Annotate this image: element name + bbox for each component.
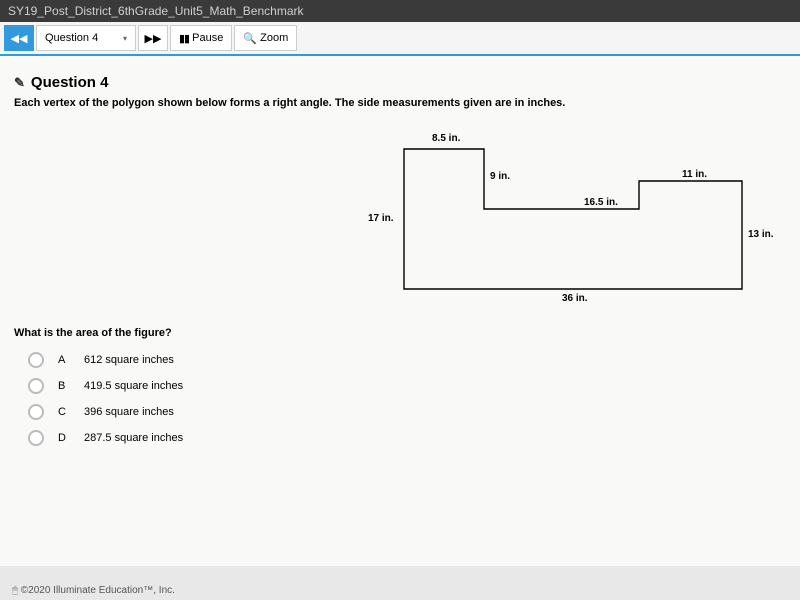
label-left: 17 in. <box>368 213 394 224</box>
pause-button[interactable]: ▮▮ Pause <box>170 25 232 51</box>
label-top: 8.5 in. <box>432 133 460 144</box>
question-title: Question 4 <box>31 74 109 91</box>
polygon-figure: 8.5 in. 17 in. 9 in. 16.5 in. 11 in. 13 … <box>394 139 754 304</box>
next-button[interactable]: ▶▶ <box>138 25 168 51</box>
radio-b[interactable] <box>28 378 44 394</box>
choice-text-c: 396 square inches <box>84 406 174 418</box>
label-notch-right: 9 in. <box>490 171 510 182</box>
polygon-svg <box>394 139 754 299</box>
question-sub-prompt: What is the area of the figure? <box>14 327 786 339</box>
radio-c[interactable] <box>28 404 44 420</box>
window-title-bar: SY19_Post_District_6thGrade_Unit5_Math_B… <box>0 0 800 22</box>
choice-text-b: 419.5 square inches <box>84 380 183 392</box>
footer-text: ©2020 Illuminate Education™, Inc. <box>21 585 175 596</box>
choice-letter-c: C <box>58 406 70 418</box>
label-bottom: 36 in. <box>562 293 588 304</box>
pencil-icon: ✎ <box>14 75 25 91</box>
question-title-row: ✎ Question 4 <box>14 74 786 91</box>
choice-c[interactable]: C 396 square inches <box>14 399 786 425</box>
zoom-label: Zoom <box>260 32 288 44</box>
pause-icon: ▮▮ <box>179 32 189 45</box>
zoom-button[interactable]: 🔍 Zoom <box>234 25 297 51</box>
choice-letter-a: A <box>58 354 70 366</box>
choice-a[interactable]: A 612 square inches <box>14 347 786 373</box>
radio-d[interactable] <box>28 430 44 446</box>
question-content: ✎ Question 4 Each vertex of the polygon … <box>0 56 800 566</box>
toolbar: ◀◀ Question 4 ▶▶ ▮▮ Pause 🔍 Zoom <box>0 22 800 56</box>
radio-a[interactable] <box>28 352 44 368</box>
label-right: 13 in. <box>748 229 774 240</box>
label-right-top: 11 in. <box>682 169 707 180</box>
figure-region: 8.5 in. 17 in. 9 in. 16.5 in. 11 in. 13 … <box>14 119 786 319</box>
question-selector[interactable]: Question 4 <box>36 25 136 51</box>
choice-letter-b: B <box>58 380 70 392</box>
window-title: SY19_Post_District_6thGrade_Unit5_Math_B… <box>8 4 304 18</box>
footer-copyright: 🖱 ©2020 Illuminate Education™, Inc. <box>12 585 175 596</box>
question-prompt: Each vertex of the polygon shown below f… <box>14 97 786 109</box>
choice-d[interactable]: D 287.5 square inches <box>14 425 786 451</box>
choice-b[interactable]: B 419.5 square inches <box>14 373 786 399</box>
prev-button[interactable]: ◀◀ <box>4 25 34 51</box>
question-selector-label: Question 4 <box>45 32 98 44</box>
choice-text-a: 612 square inches <box>84 354 174 366</box>
label-notch-bottom: 16.5 in. <box>584 197 618 208</box>
prev-icon: ◀◀ <box>11 32 28 45</box>
choice-letter-d: D <box>58 432 70 444</box>
next-icon: ▶▶ <box>145 32 162 45</box>
zoom-icon: 🔍 <box>243 32 257 45</box>
pause-label: Pause <box>192 32 223 44</box>
choice-text-d: 287.5 square inches <box>84 432 183 444</box>
